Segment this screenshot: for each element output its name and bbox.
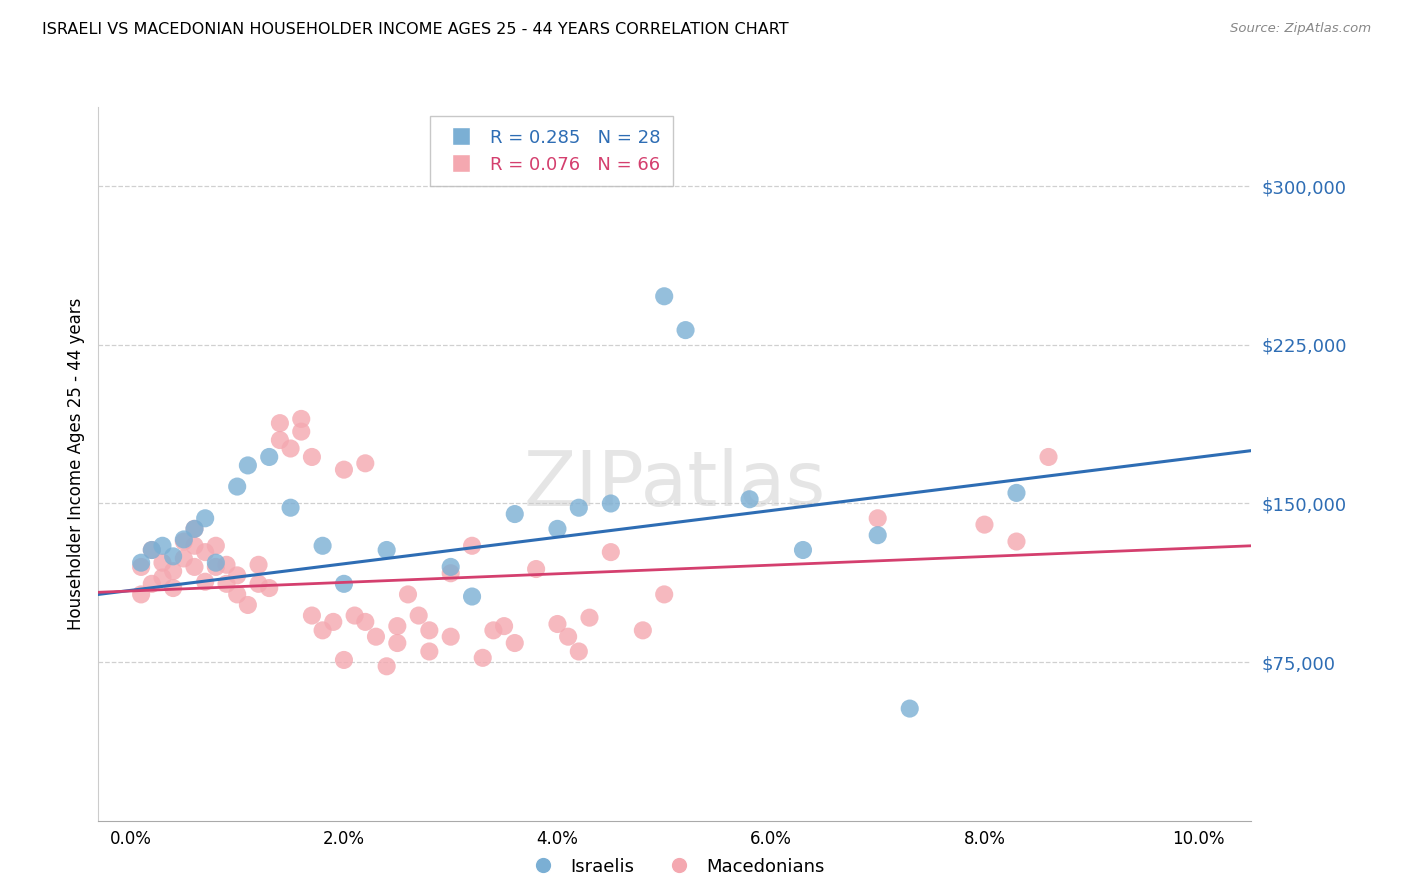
Point [675,323,697,337]
Point [387,636,409,650]
Point [311,624,333,638]
Point [236,458,259,473]
Point [418,624,440,638]
Point [301,608,323,623]
Point [568,644,591,658]
Point [226,587,249,601]
Point [311,539,333,553]
Point [236,598,259,612]
Point [898,701,921,715]
Point [333,577,356,591]
Point [418,644,440,658]
Point [333,463,356,477]
Point [269,416,291,430]
Point [482,624,505,638]
Point [301,450,323,464]
Point [129,560,152,574]
Point [269,433,291,447]
Point [461,590,484,604]
Point [461,539,484,553]
Point [557,630,579,644]
Point [194,574,217,589]
Point [364,630,387,644]
Point [141,543,163,558]
Point [141,577,163,591]
Point [152,539,174,553]
Point [792,543,814,558]
Point [141,543,163,558]
Point [215,577,238,591]
Point [652,587,675,601]
Point [280,442,302,456]
Point [280,500,302,515]
Point [738,492,761,507]
Point [257,450,280,464]
Y-axis label: Householder Income Ages 25 - 44 years: Householder Income Ages 25 - 44 years [66,298,84,630]
Legend: Israelis, Macedonians: Israelis, Macedonians [517,851,832,883]
Point [631,624,654,638]
Point [162,549,184,564]
Point [194,511,217,525]
Point [247,577,270,591]
Point [173,534,195,549]
Point [396,587,419,601]
Point [322,615,344,629]
Point [546,617,568,632]
Point [599,496,621,510]
Point [226,479,249,493]
Point [1038,450,1060,464]
Point [205,560,228,574]
Point [183,539,205,553]
Point [173,533,195,547]
Point [546,522,568,536]
Point [173,551,195,566]
Point [194,545,217,559]
Point [1005,534,1028,549]
Point [652,289,675,303]
Point [205,556,228,570]
Point [162,581,184,595]
Point [290,425,312,439]
Point [503,507,526,521]
Point [333,653,356,667]
Point [152,570,174,584]
Point [354,456,377,470]
Point [183,522,205,536]
Point [183,522,205,536]
Point [440,630,463,644]
Point [503,636,526,650]
Point [471,650,494,665]
Point [354,615,377,629]
Point [205,539,228,553]
Point [524,562,547,576]
Point [343,608,366,623]
Point [257,581,280,595]
Point [599,545,621,559]
Point [375,659,398,673]
Point [440,566,463,581]
Point [408,608,430,623]
Point [129,587,152,601]
Point [568,500,591,515]
Point [494,619,516,633]
Point [866,511,889,525]
Text: ZIPatlas: ZIPatlas [523,449,827,522]
Point [129,556,152,570]
Point [1005,486,1028,500]
Point [226,568,249,582]
Point [290,412,312,426]
Point [162,564,184,578]
Point [387,619,409,633]
Point [440,560,463,574]
Point [375,543,398,558]
Point [247,558,270,572]
Point [215,558,238,572]
Text: ISRAELI VS MACEDONIAN HOUSEHOLDER INCOME AGES 25 - 44 YEARS CORRELATION CHART: ISRAELI VS MACEDONIAN HOUSEHOLDER INCOME… [42,22,789,37]
Point [866,528,889,542]
Point [152,556,174,570]
Point [578,610,600,624]
Point [973,517,995,532]
Text: Source: ZipAtlas.com: Source: ZipAtlas.com [1230,22,1371,36]
Point [183,560,205,574]
